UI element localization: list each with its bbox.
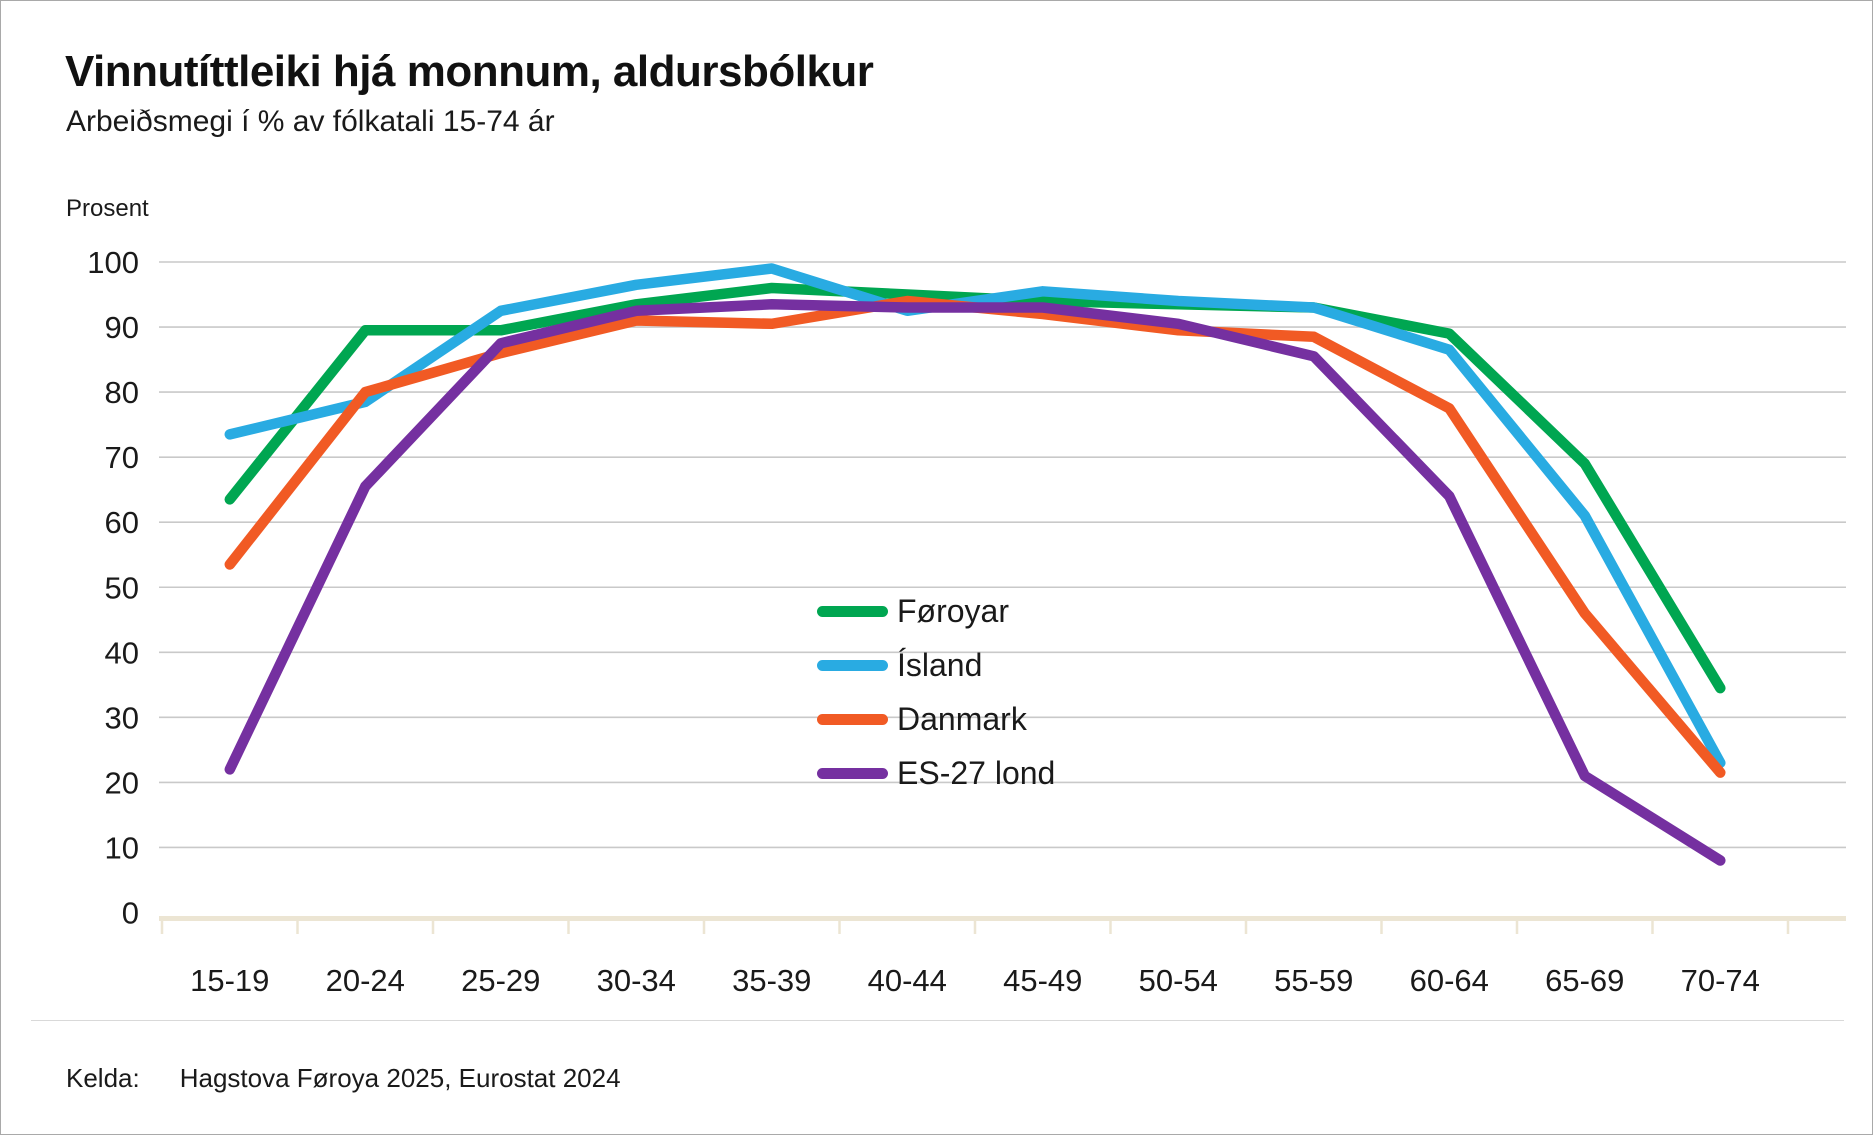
legend-label: ES-27 lond: [897, 754, 1056, 791]
legend-item: Føroyar: [817, 584, 1055, 638]
y-tick-label: 30: [105, 700, 139, 735]
chart-subtitle: Arbeiðsmegi í % av fólkatali 15-74 ár: [66, 105, 555, 138]
y-tick-label: 90: [105, 310, 139, 345]
y-tick-label: 40: [105, 635, 139, 670]
y-tick-label: 0: [122, 896, 139, 931]
legend-item: Ísland: [817, 638, 1055, 692]
x-axis-label: 70-74: [1681, 963, 1760, 998]
y-tick-label: 70: [105, 440, 139, 475]
x-axis-label: 50-54: [1139, 963, 1218, 998]
legend-swatch: [817, 767, 888, 779]
x-axis-label: 40-44: [868, 963, 947, 998]
x-axis-label: 60-64: [1410, 963, 1489, 998]
legend-label: Føroyar: [897, 592, 1009, 629]
legend-label: Danmark: [897, 700, 1027, 737]
y-tick-label: 100: [87, 245, 139, 280]
legend-swatch: [817, 605, 888, 617]
footer: Kelda: Hagstova Føroya 2025, Eurostat 20…: [66, 1063, 621, 1094]
y-tick-label: 20: [105, 765, 139, 800]
x-axis-label: 35-39: [732, 963, 811, 998]
y-tick-label: 10: [105, 830, 139, 865]
legend-item: ES-27 lond: [817, 746, 1055, 800]
legend-swatch: [817, 713, 888, 725]
chart-legend: Føroyar Ísland Danmark ES-27 lond: [817, 584, 1055, 800]
x-axis-label: 15-19: [190, 963, 269, 998]
footer-separator: [31, 1020, 1844, 1021]
x-axis-label: 25-29: [461, 963, 540, 998]
x-axis-label: 20-24: [326, 963, 405, 998]
footer-source-text: Hagstova Føroya 2025, Eurostat 2024: [179, 1063, 621, 1093]
legend-label: Ísland: [897, 646, 983, 683]
series-line--sland: [224, 263, 1726, 769]
footer-source-label: Kelda:: [66, 1063, 140, 1093]
series-line-es-27-lond: [224, 299, 1726, 866]
y-tick-label: 60: [105, 505, 139, 540]
legend-swatch: [817, 659, 888, 671]
x-axis-label: 45-49: [1003, 963, 1082, 998]
y-axis-unit-label: Prosent: [66, 195, 149, 222]
x-axis-label: 55-59: [1274, 963, 1353, 998]
y-tick-label: 80: [105, 375, 139, 410]
x-axis-label: 65-69: [1545, 963, 1624, 998]
chart-title: Vinnutíttleiki hjá monnum, aldursbólkur: [65, 47, 874, 96]
y-tick-label: 50: [105, 570, 139, 605]
x-axis-label: 30-34: [597, 963, 676, 998]
legend-item: Danmark: [817, 692, 1055, 746]
